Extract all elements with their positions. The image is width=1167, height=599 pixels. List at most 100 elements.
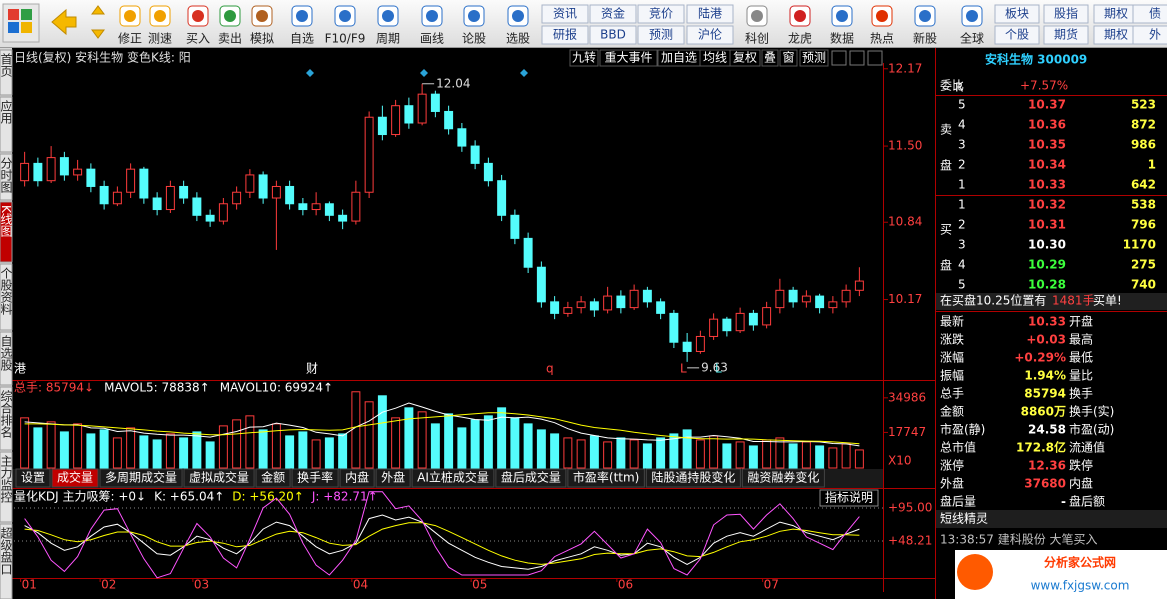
- side-tab[interactable]: [0, 386, 13, 451]
- side-tab-label[interactable]: 应用: [0, 99, 13, 125]
- toolbar-label[interactable]: 选股: [506, 32, 530, 46]
- grid-button-label[interactable]: 研报: [553, 27, 577, 42]
- grid-button[interactable]: [1043, 4, 1089, 24]
- chart-tool[interactable]: [831, 50, 847, 66]
- toolbar-label[interactable]: 周期: [376, 32, 400, 46]
- grid-button-label[interactable]: 陆港: [698, 6, 722, 21]
- indicator-tab[interactable]: [51, 468, 99, 488]
- chart-button[interactable]: [779, 49, 798, 67]
- side-tab-label[interactable]: 个股资料: [0, 267, 13, 315]
- toolbar-label[interactable]: 科创: [745, 32, 769, 46]
- indicator-tab[interactable]: [183, 468, 255, 488]
- grid-button-label[interactable]: 期权: [1104, 7, 1128, 21]
- side-tab[interactable]: [0, 153, 13, 201]
- back-arrow[interactable]: [51, 8, 77, 36]
- indicator-tab-label[interactable]: AI立桩成交量: [417, 470, 489, 485]
- indicator-tab[interactable]: [645, 468, 741, 488]
- toolbar-label[interactable]: 热点: [870, 32, 894, 46]
- indicator-tab-label[interactable]: 内盘: [345, 470, 369, 485]
- up-down-arrows[interactable]: [91, 5, 105, 39]
- side-tab[interactable]: [0, 263, 13, 331]
- side-tab-label[interactable]: 分时图: [0, 157, 13, 193]
- chart-tool[interactable]: [849, 50, 865, 66]
- grid-button[interactable]: [637, 4, 685, 24]
- side-tab[interactable]: [0, 331, 13, 386]
- indicator-tab-label[interactable]: 设置: [21, 471, 45, 485]
- indicator-tab[interactable]: [339, 468, 375, 488]
- toolbar-label[interactable]: 卖出: [218, 32, 242, 46]
- grid-button-label[interactable]: 期权: [1104, 28, 1128, 42]
- indicator-tab[interactable]: [741, 468, 825, 488]
- side-tab-label[interactable]: 自选股: [0, 335, 13, 372]
- indicator-tab-label[interactable]: 外盘: [381, 470, 405, 485]
- grid-button-label[interactable]: 股指: [1054, 6, 1078, 21]
- grid-button[interactable]: [1043, 25, 1089, 45]
- indicator-tab-label[interactable]: 融资融券变化: [747, 470, 819, 485]
- grid-button-label[interactable]: 期货: [1054, 27, 1078, 42]
- chart-button-label[interactable]: 叠: [764, 51, 776, 65]
- grid-button[interactable]: [589, 4, 637, 24]
- chart-tool[interactable]: [867, 50, 883, 66]
- side-tab[interactable]: [0, 201, 13, 263]
- grid-button[interactable]: [541, 25, 589, 45]
- side-tab-label[interactable]: 首页: [0, 53, 13, 78]
- side-tab[interactable]: [0, 451, 13, 523]
- indicator-tab-label[interactable]: 盘后成交量: [501, 470, 561, 485]
- grid-button-label[interactable]: 资讯: [553, 7, 577, 21]
- grid-button-label[interactable]: BBD: [600, 28, 626, 42]
- grid-button-label[interactable]: 沪伦: [698, 27, 722, 42]
- toolbar-label[interactable]: 新股: [913, 31, 937, 46]
- side-tab-label[interactable]: K线图: [0, 205, 13, 237]
- grid-button[interactable]: [686, 4, 734, 24]
- grid-button[interactable]: [541, 4, 589, 24]
- toolbar-label[interactable]: 龙虎: [788, 32, 812, 46]
- chart-button-label[interactable]: 复权: [733, 51, 757, 65]
- chart-button-label[interactable]: 重大事件: [604, 51, 652, 65]
- chart-button[interactable]: [569, 49, 599, 67]
- indicator-tab-label[interactable]: 陆股通持股变化: [651, 470, 735, 485]
- chart-button-label[interactable]: 预测: [802, 51, 826, 65]
- toolbar-label[interactable]: 测速: [148, 32, 172, 46]
- toolbar-label[interactable]: 全球: [960, 31, 984, 46]
- chart-button[interactable]: [599, 49, 658, 67]
- indicator-tab-label[interactable]: 金额: [261, 470, 285, 485]
- help-button[interactable]: [819, 489, 879, 507]
- grid-button[interactable]: [994, 25, 1040, 45]
- indicator-tab[interactable]: [375, 468, 411, 488]
- toolbar-label[interactable]: 画线: [420, 32, 444, 46]
- grid-button[interactable]: [994, 4, 1040, 24]
- grid-button-label[interactable]: 债: [1149, 7, 1161, 21]
- grid-button[interactable]: [589, 25, 637, 45]
- grid-button-label[interactable]: 个股: [1005, 28, 1029, 42]
- grid-button-label[interactable]: 外: [1149, 28, 1161, 42]
- grid-button-label[interactable]: 竞价: [649, 7, 673, 21]
- chart-button-label[interactable]: 均线: [703, 51, 727, 65]
- side-tab[interactable]: [0, 96, 13, 153]
- indicator-tab[interactable]: [567, 468, 645, 488]
- grid-button-label[interactable]: 资金: [601, 6, 625, 21]
- indicator-tab[interactable]: [15, 468, 51, 488]
- indicator-tab-label[interactable]: 成交量: [57, 470, 93, 485]
- toolbar-label[interactable]: 模拟: [250, 32, 274, 46]
- help-label[interactable]: 指标说明: [825, 490, 873, 505]
- side-tab-label[interactable]: 综合排名: [0, 390, 13, 438]
- grid-button[interactable]: [1132, 4, 1167, 24]
- chart-button-label[interactable]: 窗: [782, 51, 794, 65]
- indicator-tab[interactable]: [99, 468, 183, 488]
- chart-button[interactable]: [761, 49, 779, 67]
- side-tab[interactable]: [0, 49, 13, 96]
- toolbar-label[interactable]: 论股: [462, 32, 486, 46]
- toolbar-label[interactable]: 买入: [186, 32, 210, 46]
- chart-button[interactable]: [799, 49, 829, 67]
- indicator-tab[interactable]: [411, 468, 495, 488]
- grid-button-label[interactable]: 板块: [1005, 7, 1029, 21]
- grid-button[interactable]: [637, 25, 685, 45]
- toolbar-label[interactable]: 数据: [830, 31, 854, 46]
- toolbar-label[interactable]: F10/F9: [325, 32, 366, 46]
- indicator-tab-label[interactable]: 虚拟成交量: [189, 470, 249, 485]
- indicator-tab-label[interactable]: 多周期成交量: [105, 470, 177, 485]
- indicator-tab-label[interactable]: 市盈率(ttm): [573, 470, 639, 485]
- grid-button[interactable]: [1132, 25, 1167, 45]
- indicator-tab[interactable]: [495, 468, 567, 488]
- toolbar-label[interactable]: 修正: [118, 31, 142, 46]
